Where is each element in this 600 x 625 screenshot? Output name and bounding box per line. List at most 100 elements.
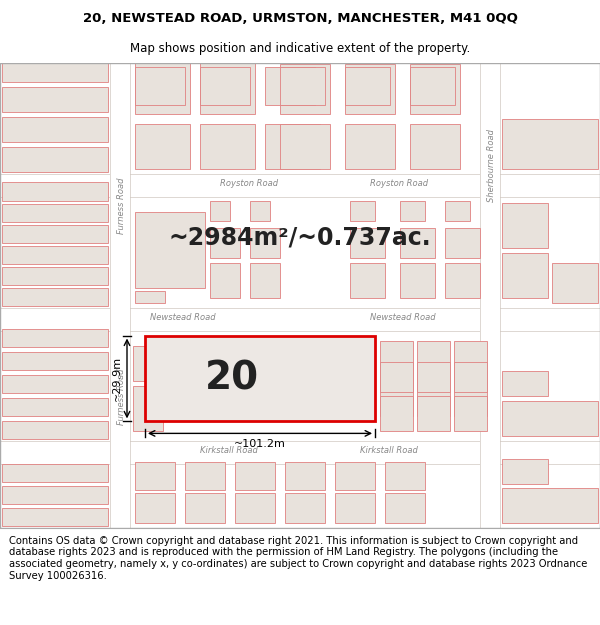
Bar	[135, 291, 165, 303]
Bar	[0, 441, 600, 464]
Bar	[2, 182, 108, 201]
Text: Furness Road: Furness Road	[116, 369, 125, 426]
Bar	[250, 201, 270, 221]
Text: 20, NEWSTEAD ROAD, URMSTON, MANCHESTER, M41 0QQ: 20, NEWSTEAD ROAD, URMSTON, MANCHESTER, …	[83, 12, 517, 25]
Bar	[2, 329, 108, 347]
Bar	[250, 263, 280, 298]
Bar	[454, 362, 487, 392]
Bar	[2, 267, 108, 285]
Text: ~29.9m: ~29.9m	[112, 356, 122, 401]
Bar	[502, 202, 548, 248]
Bar	[280, 124, 330, 169]
Bar	[502, 371, 548, 396]
Bar	[2, 288, 108, 306]
Bar	[133, 386, 163, 431]
Text: Royston Road: Royston Road	[370, 179, 428, 188]
Bar	[2, 147, 108, 173]
Bar	[0, 174, 600, 196]
Bar	[502, 401, 598, 436]
Bar	[417, 396, 450, 431]
Bar	[454, 396, 487, 431]
Bar	[417, 362, 450, 392]
Bar	[265, 66, 315, 105]
Bar	[0, 308, 600, 331]
Bar	[2, 246, 108, 264]
Bar	[454, 341, 487, 416]
Text: Newstead Road: Newstead Road	[150, 313, 215, 322]
Bar	[410, 64, 460, 114]
Text: Kirkstall Road: Kirkstall Road	[360, 446, 418, 455]
Bar	[2, 117, 108, 142]
Bar	[133, 346, 163, 381]
Bar	[2, 508, 108, 526]
Text: Kirkstall Road: Kirkstall Road	[200, 446, 258, 455]
Bar	[502, 253, 548, 298]
Bar	[2, 375, 108, 393]
Bar	[200, 59, 255, 114]
Text: Contains OS data © Crown copyright and database right 2021. This information is : Contains OS data © Crown copyright and d…	[9, 536, 587, 581]
Bar	[135, 462, 175, 490]
Bar	[410, 124, 460, 169]
Bar	[380, 362, 413, 392]
Bar	[285, 462, 325, 490]
Bar	[552, 263, 598, 303]
Bar	[210, 228, 240, 258]
Bar	[502, 459, 548, 484]
Bar	[2, 352, 108, 370]
Text: Royston Road: Royston Road	[220, 179, 278, 188]
Bar	[345, 124, 395, 169]
Bar	[210, 263, 240, 298]
Bar	[350, 228, 385, 258]
Bar	[265, 124, 320, 169]
Bar	[200, 66, 250, 105]
Bar	[2, 225, 108, 243]
Bar	[385, 493, 425, 523]
Text: Furness Road: Furness Road	[116, 177, 125, 234]
Text: ~2984m²/~0.737ac.: ~2984m²/~0.737ac.	[169, 226, 431, 249]
Bar	[480, 62, 500, 528]
Bar	[135, 124, 190, 169]
Bar	[400, 201, 425, 221]
Text: ~101.2m: ~101.2m	[234, 439, 286, 449]
Bar	[2, 398, 108, 416]
Bar	[400, 263, 435, 298]
Bar	[210, 201, 230, 221]
Bar	[380, 396, 413, 431]
Bar	[110, 62, 130, 528]
Text: Map shows position and indicative extent of the property.: Map shows position and indicative extent…	[130, 42, 470, 55]
Bar	[235, 493, 275, 523]
Bar	[145, 336, 375, 421]
Bar	[345, 66, 390, 105]
Text: 20: 20	[205, 359, 259, 398]
Bar	[417, 341, 450, 416]
Bar	[335, 462, 375, 490]
Bar	[445, 228, 480, 258]
Bar	[185, 493, 225, 523]
Bar	[2, 464, 108, 482]
Bar	[235, 462, 275, 490]
Bar	[135, 212, 205, 288]
Bar	[2, 421, 108, 439]
Bar	[135, 59, 190, 114]
Bar	[280, 66, 325, 105]
Bar	[350, 201, 375, 221]
Bar	[185, 462, 225, 490]
Bar	[410, 66, 455, 105]
Bar	[2, 486, 108, 504]
Bar	[350, 263, 385, 298]
Bar	[2, 56, 108, 82]
Bar	[385, 462, 425, 490]
Bar	[200, 124, 255, 169]
Text: Newstead Road: Newstead Road	[370, 313, 436, 322]
Text: Sherbourne Road: Sherbourne Road	[487, 129, 496, 202]
Bar	[380, 341, 413, 416]
Bar	[400, 228, 435, 258]
Bar	[135, 493, 175, 523]
Bar	[250, 228, 280, 258]
Bar	[135, 66, 185, 105]
Bar	[502, 119, 598, 169]
Bar	[280, 64, 330, 114]
Bar	[502, 488, 598, 523]
Bar	[345, 64, 395, 114]
Bar	[445, 201, 470, 221]
